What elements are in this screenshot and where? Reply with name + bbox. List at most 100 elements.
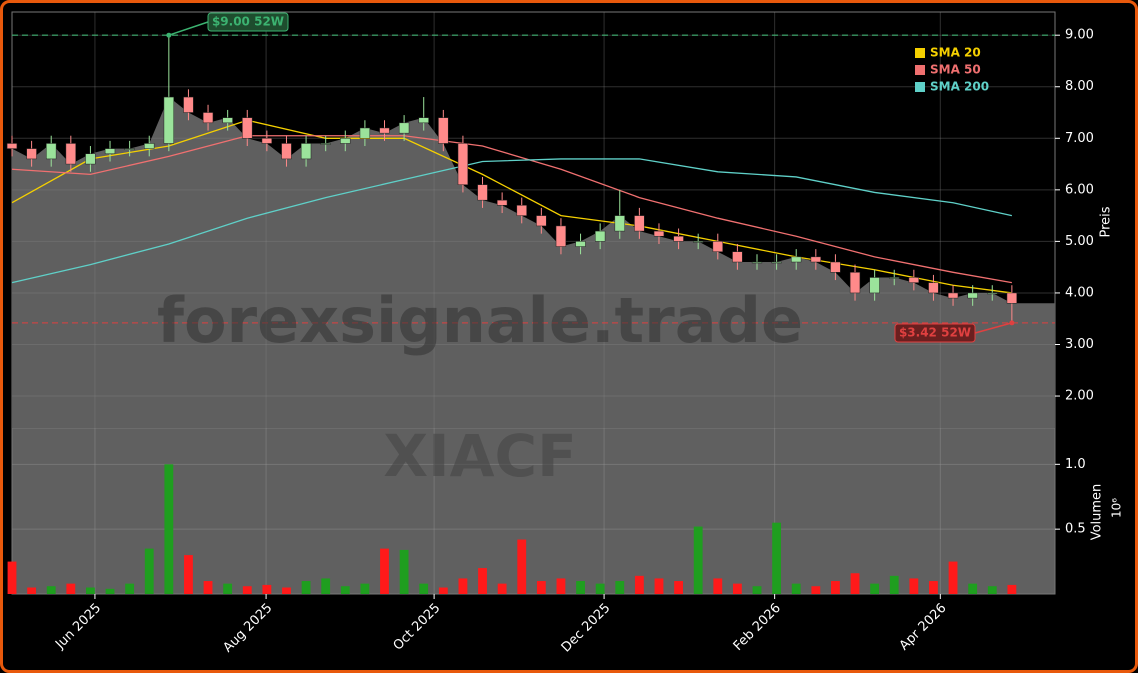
volume-bar: [556, 578, 566, 594]
volume-bar: [66, 583, 76, 594]
volume-bar: [478, 568, 487, 594]
candle-body: [849, 272, 861, 294]
volume-bar: [1007, 584, 1017, 594]
candle-body: [359, 127, 371, 139]
candle-body: [555, 225, 567, 247]
candle-body: [163, 96, 174, 144]
candle-body: [202, 112, 214, 124]
annotation-arrowhead: [166, 32, 172, 38]
candle-body: [320, 143, 331, 145]
candle-body: [732, 251, 743, 263]
candle-body: [183, 96, 194, 113]
volume-axis-label: Volumen: [1090, 484, 1105, 541]
candle-body: [398, 122, 410, 134]
annotation-label: $3.42 52W: [899, 326, 971, 340]
candle-body: [693, 241, 704, 243]
legend-label: SMA 200: [930, 80, 989, 94]
candle-body: [947, 292, 959, 299]
y-tick-label: 5.00: [1065, 234, 1094, 249]
annotation-arrow: [168, 21, 209, 36]
volume-bar: [870, 583, 880, 594]
candle-body: [496, 199, 508, 206]
volume-bar: [517, 539, 527, 594]
volume-bar: [242, 586, 252, 594]
volume-bar: [125, 583, 135, 594]
volume-bar: [595, 583, 605, 594]
candle-body: [418, 117, 429, 124]
volume-bar: [7, 561, 17, 594]
candle-body: [104, 148, 116, 155]
candle-body: [908, 277, 919, 283]
candle-body: [771, 261, 782, 264]
volume-bar: [968, 583, 978, 594]
volume-bar: [458, 578, 468, 594]
candle-body: [65, 143, 76, 165]
legend-label: SMA 20: [930, 46, 981, 60]
candle-body: [575, 241, 586, 247]
sma-line: [11, 135, 1012, 284]
volume-bar: [850, 573, 860, 594]
candle-body: [26, 148, 37, 160]
ticker-watermark: XIACF: [383, 422, 576, 490]
annotation-arrow: [974, 322, 1013, 334]
candle-body: [261, 138, 273, 144]
volume-bar: [889, 575, 899, 594]
volume-bar: [987, 586, 997, 594]
volume-bar: [380, 548, 389, 594]
volume-bar: [164, 464, 174, 594]
volume-bar: [831, 581, 840, 594]
volume-offset-label: 10⁶: [1110, 498, 1124, 518]
candle-body: [536, 215, 547, 227]
volume-bar: [27, 587, 37, 594]
volume-bar: [184, 555, 193, 594]
candle-body: [281, 143, 292, 160]
volume-bar: [360, 583, 370, 594]
candle-body: [653, 230, 665, 237]
volume-bar: [811, 586, 821, 594]
legend-swatch: [915, 48, 925, 58]
candle-body: [751, 261, 763, 264]
volume-tick-label: 0.5: [1065, 522, 1086, 537]
volume-bar: [301, 581, 311, 594]
y-tick-label: 7.00: [1065, 131, 1094, 146]
candle-body: [144, 143, 155, 149]
candle-body: [928, 282, 939, 294]
volume-bar: [654, 578, 664, 594]
volume-bar: [223, 583, 233, 594]
candle-body: [595, 230, 606, 242]
volume-bar: [948, 561, 958, 594]
candle-body: [830, 261, 841, 273]
volume-bar: [144, 548, 154, 594]
candle-body: [791, 256, 802, 263]
volume-bar: [576, 581, 585, 594]
candle-body: [222, 117, 233, 124]
volume-bar: [536, 581, 546, 594]
candle-body: [634, 215, 645, 232]
volume-bar: [752, 586, 762, 594]
candle-body: [712, 241, 723, 252]
candle-body: [124, 148, 135, 150]
price-area: [12, 97, 1055, 429]
watermark: forexsignale.trade: [157, 284, 803, 357]
candle-body: [379, 127, 390, 134]
candle-body: [457, 143, 469, 185]
volume-bar: [713, 578, 723, 594]
y-tick-label: 3.00: [1065, 337, 1094, 352]
candle-body: [889, 277, 900, 279]
candle-body: [6, 143, 18, 149]
y-tick-label: 8.00: [1065, 79, 1094, 94]
candle-body: [477, 184, 488, 201]
volume-bar: [46, 586, 56, 594]
volume-bar: [693, 526, 703, 594]
volume-bar: [399, 549, 409, 594]
y-axis-label: Preis: [1099, 206, 1114, 237]
candle-body: [242, 117, 253, 139]
sma-line: [11, 158, 1013, 284]
plot-layer: 2.003.004.005.006.007.008.009.000.51.0Ju…: [6, 12, 1094, 656]
volume-tick-label: 1.0: [1065, 457, 1086, 472]
candle-body: [340, 138, 351, 144]
candle-body: [987, 292, 998, 295]
legend-label: SMA 50: [930, 63, 981, 77]
